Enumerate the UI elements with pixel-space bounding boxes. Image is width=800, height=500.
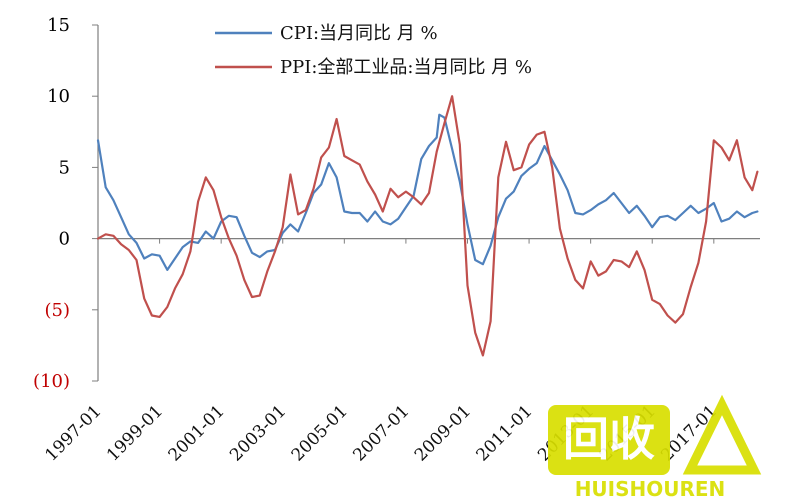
x-tick-label: 2007-01 xyxy=(349,401,413,465)
x-tick-label: 1997-01 xyxy=(41,401,105,465)
x-tick-label: 1999-01 xyxy=(103,401,167,465)
y-tick-label: 10 xyxy=(47,86,70,107)
watermark-glyph: 回收 xyxy=(563,412,655,466)
x-tick-label: 2011-01 xyxy=(473,401,537,465)
series-lines xyxy=(96,95,759,357)
y-tick-label: (10) xyxy=(33,371,70,392)
x-tick-label: 2003-01 xyxy=(226,401,290,465)
y-tick-label: 0 xyxy=(59,229,70,250)
x-tick-label: 2009-01 xyxy=(411,401,475,465)
x-tick-label: 2001-01 xyxy=(165,401,229,465)
watermark-logo: 回收 HUISHOUREN xyxy=(548,394,762,500)
x-tick-label: 2005-01 xyxy=(288,401,352,465)
axes: 15 10 5 0 (5) (10) 1997-011999-012001-012003-0… xyxy=(33,15,760,465)
legend-label-ppi: PPI:全部工业品:当月同比 月 % xyxy=(280,57,532,78)
series-line-cpi xyxy=(96,113,759,271)
triangle-icon xyxy=(682,394,762,475)
y-tick-label: 5 xyxy=(59,157,70,178)
series-line-ppi xyxy=(96,95,759,357)
y-tick-label: 15 xyxy=(47,15,70,36)
y-tick-label: (5) xyxy=(45,300,71,321)
legend: CPI:当月同比 月 % PPI:全部工业品:当月同比 月 % xyxy=(215,23,532,78)
watermark-text: HUISHOUREN xyxy=(575,477,726,500)
legend-label-cpi: CPI:当月同比 月 % xyxy=(280,23,438,44)
recycle-logo-icon xyxy=(548,405,670,475)
